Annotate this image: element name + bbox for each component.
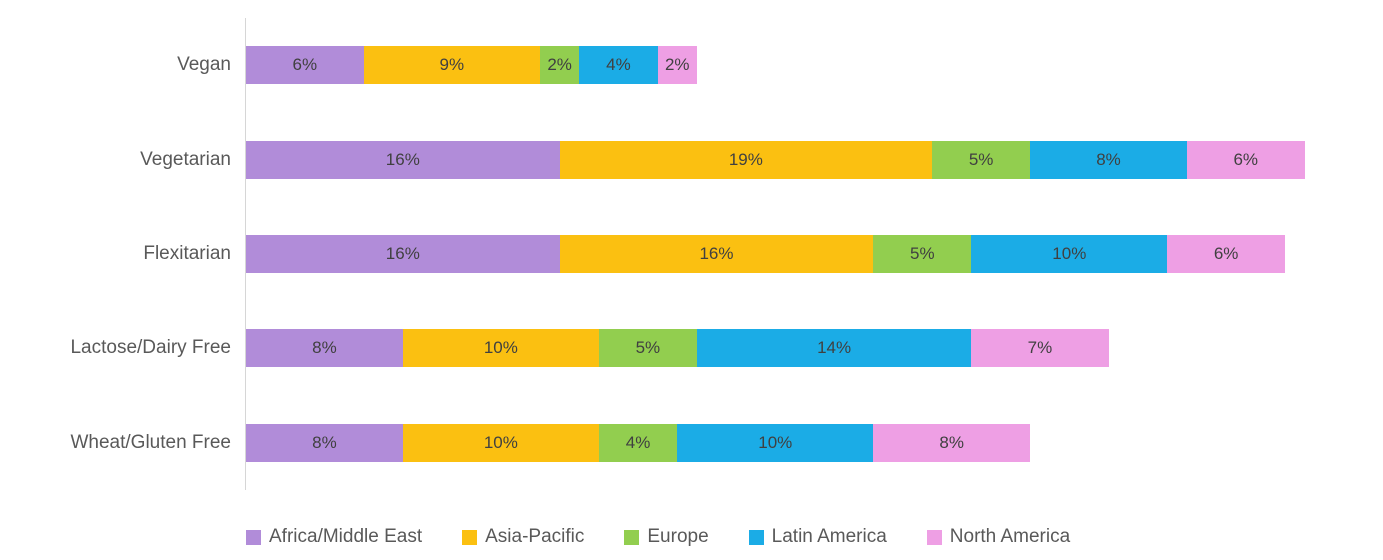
data-label: 5% xyxy=(968,149,994,169)
legend-swatch-icon xyxy=(748,529,764,545)
bar-segment: 8% xyxy=(246,329,403,368)
category-label: Vegan xyxy=(177,54,231,76)
data-label: 9% xyxy=(439,55,465,75)
bar-segment: 9% xyxy=(363,46,541,85)
plot-area: 6% 9% 2% 4% 2% xyxy=(246,18,1383,112)
category-label: Vegetarian xyxy=(140,148,231,170)
bar-segment: 5% xyxy=(598,329,697,368)
bar-segment: 5% xyxy=(932,140,1031,179)
bar-segment: 8% xyxy=(873,423,1031,462)
plot-area: 8% 10% 5% 14% 7% xyxy=(246,301,1383,395)
data-label: 8% xyxy=(939,432,964,452)
bar-segment: 5% xyxy=(873,235,972,274)
bar-segment: 16% xyxy=(246,140,560,179)
data-label: 16% xyxy=(385,149,420,169)
plot-area: 8% 10% 4% 10% 8% xyxy=(246,396,1383,490)
legend-item: Africa/Middle East xyxy=(246,526,422,548)
legend-item: North America xyxy=(926,526,1071,548)
bar-segment: 6% xyxy=(1167,235,1285,274)
bar-segment: 19% xyxy=(559,140,933,179)
bar-segment: 8% xyxy=(1030,140,1187,179)
bar-segment: 2% xyxy=(657,46,697,85)
chart-plot: Vegan 6% 9% 2% 4% 2% Vegetarian 16% 19% 5% 8% 6% Fle… xyxy=(0,18,1383,490)
bar-stack: 8% 10% 4% 10% 8% xyxy=(246,423,1383,462)
data-label: 4% xyxy=(606,55,631,75)
bar-segment: 16% xyxy=(246,235,560,274)
category-label: Flexitarian xyxy=(143,243,231,265)
chart-row: Flexitarian 16% 16% 5% 10% 6% xyxy=(0,207,1383,301)
chart-row: Vegan 6% 9% 2% 4% 2% xyxy=(0,18,1383,112)
data-label: 10% xyxy=(1052,244,1087,264)
data-label: 6% xyxy=(1233,149,1259,169)
bar-segment: 10% xyxy=(971,235,1168,274)
data-label: 5% xyxy=(635,338,661,358)
data-label: 10% xyxy=(483,338,518,358)
data-label: 10% xyxy=(758,432,793,452)
category-label: Lactose/Dairy Free xyxy=(70,337,231,359)
bar-segment: 10% xyxy=(402,423,599,462)
data-label: 6% xyxy=(292,55,318,75)
bar-stack: 16% 19% 5% 8% 6% xyxy=(246,140,1383,179)
data-label: 16% xyxy=(385,244,420,264)
bar-stack: 6% 9% 2% 4% 2% xyxy=(246,46,1383,85)
legend-label: Europe xyxy=(647,526,709,547)
data-label: 7% xyxy=(1027,338,1053,358)
chart-row: Lactose/Dairy Free 8% 10% 5% 14% 7% xyxy=(0,301,1383,395)
data-label: 8% xyxy=(312,432,337,452)
legend-swatch-icon xyxy=(462,529,478,545)
bar-segment: 8% xyxy=(246,423,403,462)
data-label: 14% xyxy=(817,338,852,358)
y-axis-line xyxy=(245,18,246,490)
plot-area: 16% 19% 5% 8% 6% xyxy=(246,112,1383,206)
data-label: 2% xyxy=(547,55,572,75)
chart-row: Vegetarian 16% 19% 5% 8% 6% xyxy=(0,112,1383,206)
legend-label: Latin America xyxy=(771,526,887,547)
data-label: 19% xyxy=(728,149,763,169)
data-label: 10% xyxy=(483,432,518,452)
bar-segment: 7% xyxy=(971,329,1109,368)
legend-swatch-icon xyxy=(926,529,942,545)
bar-segment: 10% xyxy=(402,329,599,368)
data-label: 2% xyxy=(664,55,690,75)
legend-label: North America xyxy=(949,526,1071,547)
data-label: 6% xyxy=(1213,244,1239,264)
bar-segment: 4% xyxy=(579,46,658,85)
bar-segment: 6% xyxy=(1186,140,1305,179)
chart-legend: Africa/Middle East Asia-Pacific Europe Lati… xyxy=(246,526,1070,548)
bar-segment: 10% xyxy=(677,423,874,462)
legend-item: Asia-Pacific xyxy=(462,526,584,548)
bar-segment: 6% xyxy=(246,46,364,85)
bar-segment: 2% xyxy=(540,46,580,85)
bar-segment: 16% xyxy=(559,235,874,274)
legend-swatch-icon xyxy=(624,529,640,545)
data-label: 16% xyxy=(699,244,734,264)
legend-item: Latin America xyxy=(748,526,887,548)
data-label: 8% xyxy=(312,338,337,358)
category-label: Wheat/Gluten Free xyxy=(70,431,231,453)
data-label: 8% xyxy=(1096,149,1121,169)
bar-segment: 4% xyxy=(598,423,678,462)
bar-stack: 8% 10% 5% 14% 7% xyxy=(246,329,1383,368)
legend-swatch-icon xyxy=(246,529,261,545)
legend-label: Asia-Pacific xyxy=(485,526,585,547)
legend-label: Africa/Middle East xyxy=(269,526,423,547)
plot-area: 16% 16% 5% 10% 6% xyxy=(246,207,1383,301)
legend-item: Europe xyxy=(624,526,709,548)
chart-row: Wheat/Gluten Free 8% 10% 4% 10% 8% xyxy=(0,396,1383,490)
data-label: 4% xyxy=(625,432,651,452)
bar-stack: 16% 16% 5% 10% 6% xyxy=(246,235,1383,274)
bar-segment: 14% xyxy=(696,329,972,368)
data-label: 5% xyxy=(910,244,935,264)
